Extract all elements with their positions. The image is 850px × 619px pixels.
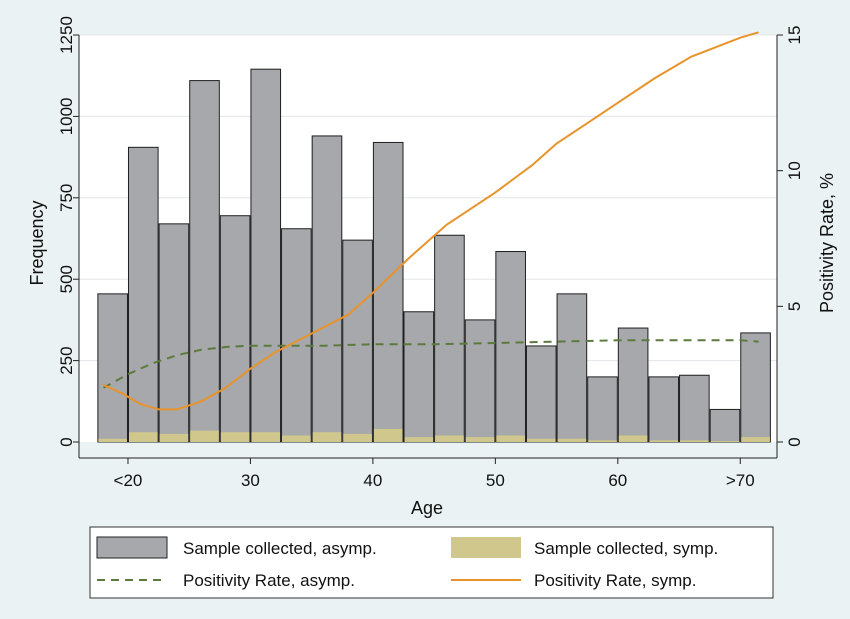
bar-asymp-20 — [709, 408, 741, 443]
legend-label-asymp-line: Positivity Rate, asymp. — [183, 571, 355, 590]
bar-asymp-17 — [617, 327, 649, 443]
x-axis-label: Age — [411, 498, 443, 518]
bar-symp-17 — [618, 435, 648, 442]
bar-symp-2 — [159, 433, 189, 442]
bar-symp-13 — [496, 435, 525, 442]
bar-symp-0 — [98, 438, 127, 442]
bar-symp-12 — [465, 437, 495, 442]
ytick-label-4: 1000 — [57, 97, 76, 135]
bar-symp-5 — [251, 432, 281, 442]
legend: Sample collected, asymp. Sample collecte… — [89, 526, 774, 599]
bar-symp-16 — [588, 440, 617, 442]
xtick-label-4: 60 — [608, 471, 627, 490]
xtick-label-1: 30 — [241, 471, 260, 490]
bar-symp-15 — [557, 438, 587, 442]
xtick-label-0: <20 — [114, 471, 143, 490]
bar-symp-9 — [373, 428, 403, 442]
legend-swatch-asymp-bar — [96, 536, 168, 559]
bar-symp-8 — [343, 433, 372, 442]
bar-asymp-3 — [189, 80, 220, 443]
legend-box — [89, 526, 774, 599]
bars — [97, 68, 771, 443]
bar-asymp-15 — [556, 293, 588, 443]
series-line-1 — [103, 31, 759, 411]
bar-asymp-14 — [525, 345, 557, 443]
bar-symp-20 — [710, 441, 740, 442]
legend-label-symp-bar: Sample collected, symp. — [534, 539, 718, 558]
bar-symp-11 — [435, 435, 464, 442]
bar-asymp-9 — [372, 141, 404, 443]
bar-symp-4 — [220, 432, 250, 442]
bar-asymp-18 — [648, 376, 680, 443]
y2tick-label-3: 15 — [785, 26, 804, 45]
bar-asymp-13 — [495, 251, 526, 443]
ytick-label-1: 250 — [57, 346, 76, 374]
bar-symp-6 — [282, 435, 311, 442]
y2-axis-label: Positivity Rate, % — [817, 173, 837, 313]
axes — [78, 35, 778, 459]
bar-symp-14 — [526, 438, 556, 442]
y2tick-label-2: 10 — [785, 161, 804, 180]
legend-label-symp-line: Positivity Rate, symp. — [534, 571, 697, 590]
xtick-label-2: 40 — [363, 471, 382, 490]
bar-asymp-16 — [587, 376, 618, 443]
legend-swatch-symp-bar — [451, 537, 521, 558]
bar-asymp-19 — [679, 374, 710, 443]
series-line-0 — [103, 339, 759, 389]
series-lines — [103, 31, 759, 411]
xtick-label-3: 50 — [486, 471, 505, 490]
ytick-label-0: 0 — [57, 437, 76, 446]
bar-asymp-8 — [342, 239, 373, 443]
bar-asymp-0 — [97, 293, 128, 443]
bar-symp-21 — [741, 437, 770, 442]
legend-label-asymp-bar: Sample collected, asymp. — [183, 539, 377, 558]
bar-asymp-11 — [434, 234, 465, 443]
bar-asymp-12 — [464, 319, 496, 443]
y2tick-label-1: 5 — [785, 302, 804, 311]
bar-asymp-10 — [403, 311, 435, 443]
y2tick-label-0: 0 — [785, 437, 804, 446]
bar-asymp-21 — [740, 332, 771, 443]
bar-symp-18 — [649, 440, 679, 442]
ytick-label-5: 1250 — [57, 16, 76, 54]
tick-labels: 0 250 500 750 1000 1250 0 5 10 15 <20 30 40 50 60 >70 — [57, 16, 804, 490]
bar-symp-1 — [128, 432, 158, 442]
xtick-label-5: >70 — [726, 471, 755, 490]
y-axis-label: Frequency — [27, 200, 47, 285]
bar-symp-3 — [190, 430, 219, 442]
ytick-label-2: 500 — [57, 265, 76, 293]
bar-asymp-7 — [311, 135, 343, 443]
bar-symp-7 — [312, 432, 342, 442]
bar-symp-19 — [680, 440, 709, 442]
bar-symp-10 — [404, 437, 434, 442]
bar-asymp-1 — [127, 146, 159, 443]
bar-asymp-4 — [219, 215, 251, 443]
ytick-label-3: 750 — [57, 184, 76, 212]
bar-asymp-5 — [250, 68, 282, 443]
